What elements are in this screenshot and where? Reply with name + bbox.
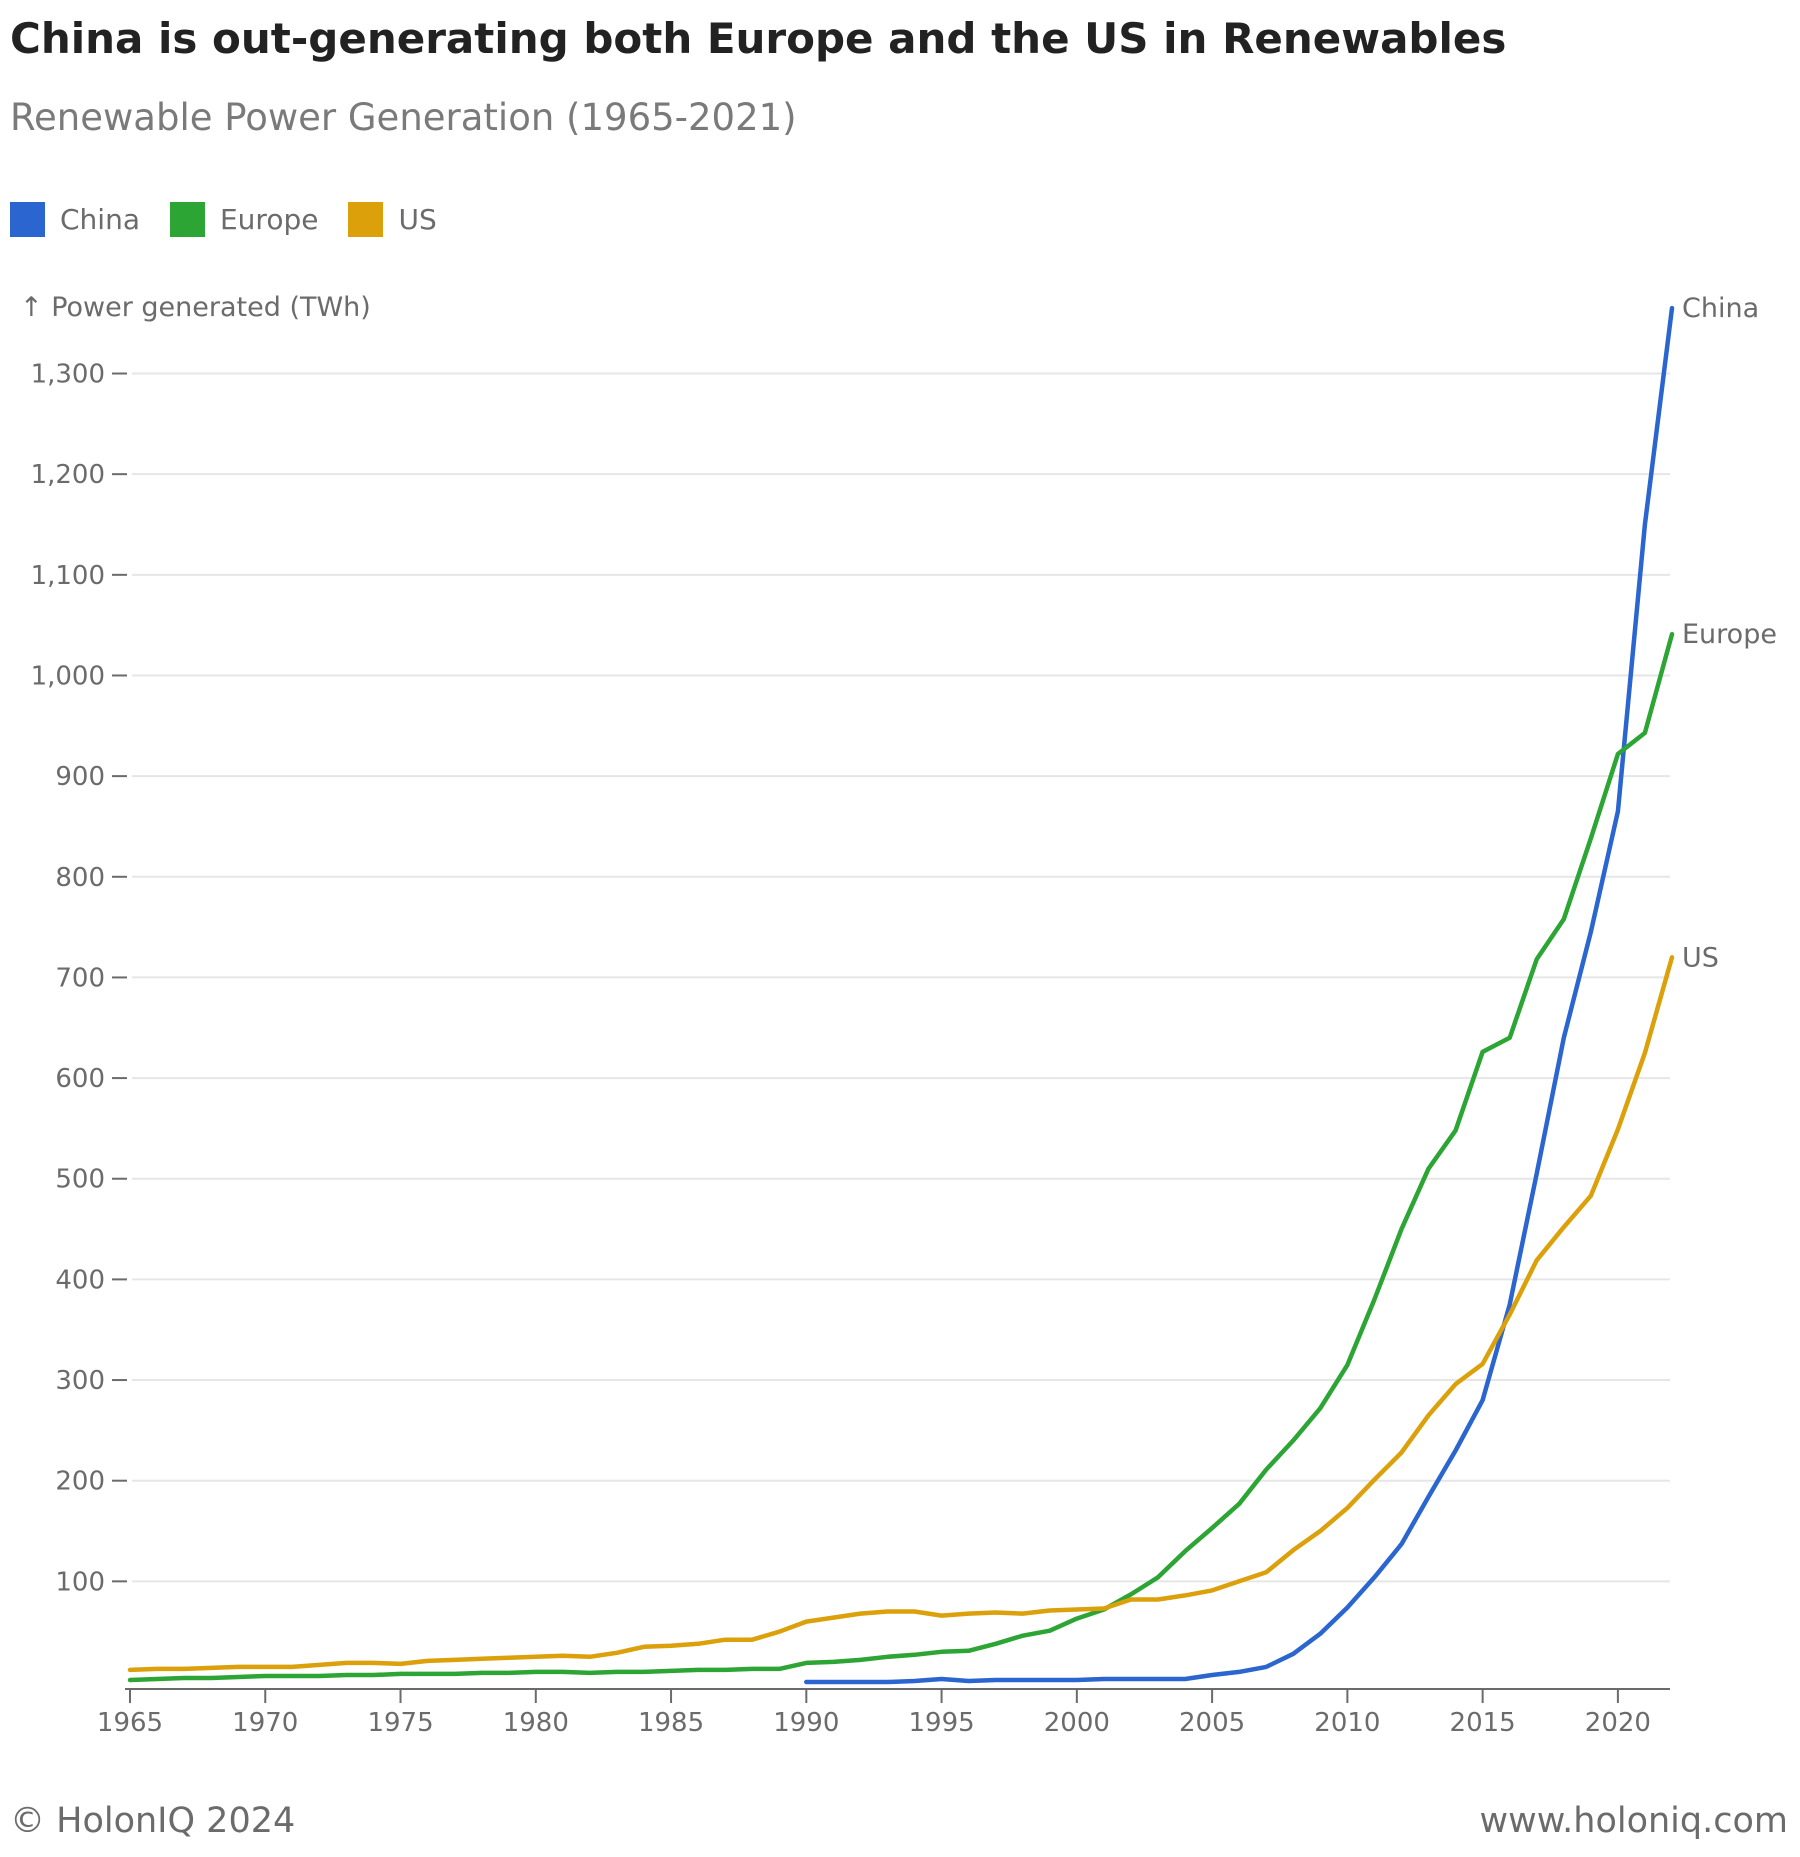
y-tick-label: 600 xyxy=(55,1064,105,1094)
x-tick-label: 2015 xyxy=(1450,1708,1516,1738)
copyright-text: © HolonIQ 2024 xyxy=(10,1801,296,1841)
y-tick-label: 1,100 xyxy=(31,561,105,591)
legend-label-europe: Europe xyxy=(219,203,319,236)
chart-title: China is out-generating both Europe and … xyxy=(10,14,1507,63)
legend-swatch-us xyxy=(348,202,384,237)
y-tick-label: 1,300 xyxy=(31,360,105,390)
y-tick-label: 900 xyxy=(55,762,105,792)
series-end-label-us: US xyxy=(1682,942,1719,973)
y-tick-label: 500 xyxy=(55,1165,105,1195)
legend-item-china[interactable]: China xyxy=(10,202,140,237)
series-line-europe xyxy=(127,631,1675,1683)
x-tick-label: 1990 xyxy=(773,1708,839,1738)
x-tick-label: 1995 xyxy=(908,1708,974,1738)
y-tick-label: 1,200 xyxy=(31,460,105,490)
legend: China Europe US xyxy=(10,202,467,237)
legend-label-china: China xyxy=(60,203,140,236)
series-end-label-china: China xyxy=(1682,293,1759,324)
legend-swatch-europe xyxy=(169,202,205,237)
y-tick-label: 300 xyxy=(55,1366,105,1396)
legend-item-us[interactable]: US xyxy=(348,202,437,237)
y-axis-label: ↑ Power generated (TWh) xyxy=(20,292,371,323)
series-end-label-europe: Europe xyxy=(1682,619,1777,650)
y-tick-label: 100 xyxy=(55,1567,105,1597)
x-tick-label: 2010 xyxy=(1314,1708,1380,1738)
x-tick-label: 2020 xyxy=(1585,1708,1651,1738)
y-tick-label: 200 xyxy=(55,1467,105,1497)
legend-swatch-china xyxy=(10,202,45,237)
y-tick-label: 800 xyxy=(55,863,105,893)
x-tick-label: 1980 xyxy=(503,1708,569,1738)
y-tick-label: 1,000 xyxy=(31,661,105,691)
y-tick-label: 400 xyxy=(55,1265,105,1295)
legend-label-us: US xyxy=(398,203,437,236)
chart-subtitle: Renewable Power Generation (1965-2021) xyxy=(10,96,797,139)
series-line-china xyxy=(804,305,1675,1685)
x-tick-label: 1975 xyxy=(367,1708,433,1738)
x-tick-label: 2000 xyxy=(1044,1708,1110,1738)
x-tick-label: 1970 xyxy=(232,1708,298,1738)
x-tick-label: 1965 xyxy=(97,1708,163,1738)
y-tick-label: 700 xyxy=(55,963,105,993)
x-tick-label: 2005 xyxy=(1179,1708,1245,1738)
website-text: www.holoniq.com xyxy=(1479,1801,1788,1841)
series-line-us xyxy=(127,955,1675,1673)
x-tick-label: 1985 xyxy=(638,1708,704,1738)
legend-item-europe[interactable]: Europe xyxy=(169,202,319,237)
